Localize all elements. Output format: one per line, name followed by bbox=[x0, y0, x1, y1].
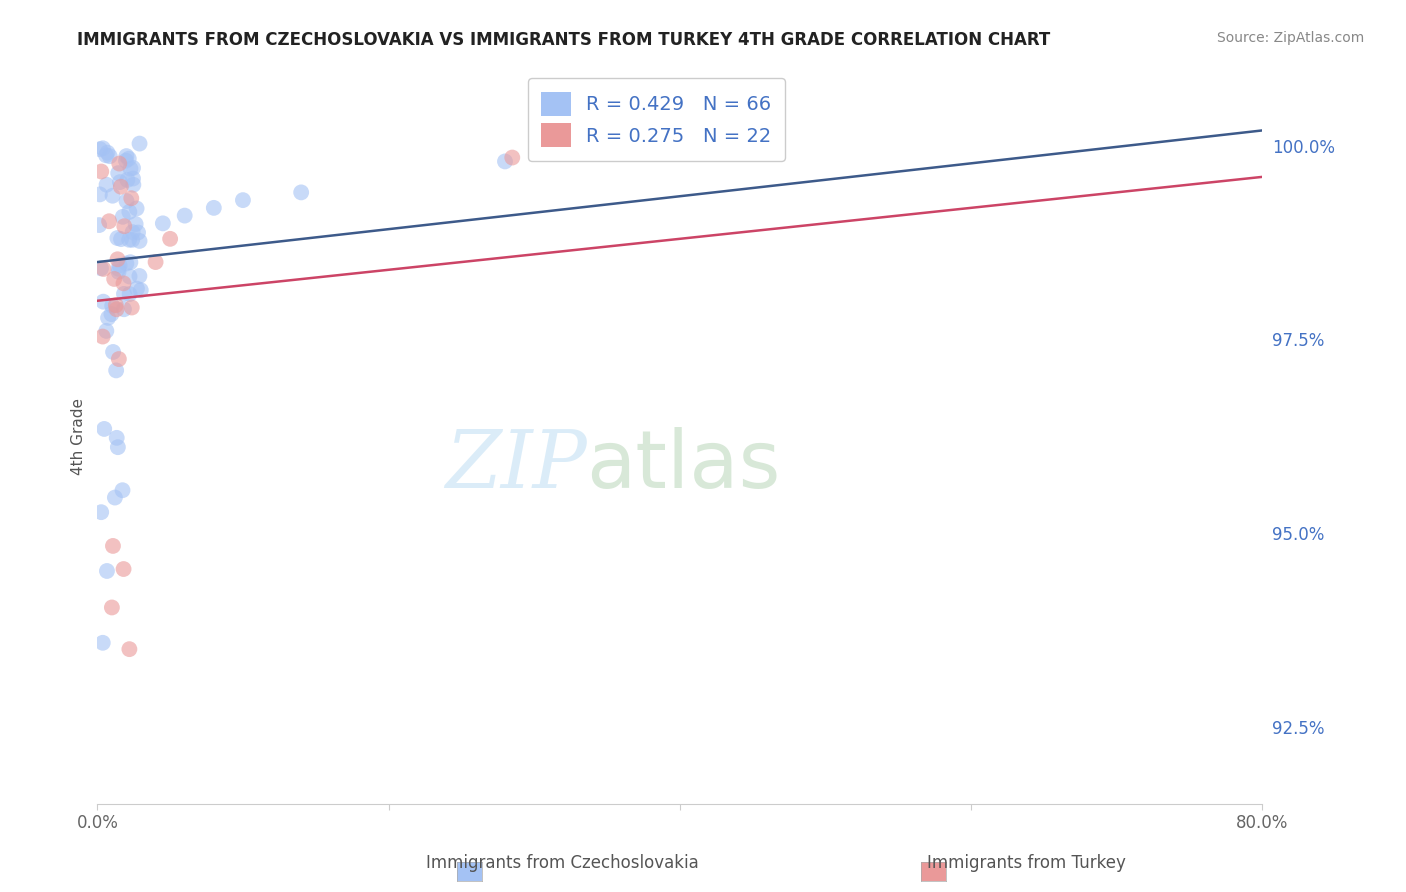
Point bbox=[145, 255, 167, 269]
Point bbox=[112, 562, 135, 576]
Point bbox=[94, 148, 117, 162]
Point bbox=[96, 145, 118, 160]
Point bbox=[125, 202, 148, 216]
Point bbox=[105, 302, 128, 317]
Text: Source: ZipAtlas.com: Source: ZipAtlas.com bbox=[1216, 31, 1364, 45]
Text: atlas: atlas bbox=[586, 426, 780, 505]
Point bbox=[101, 299, 124, 313]
Point bbox=[107, 252, 129, 267]
Point bbox=[105, 231, 128, 245]
Point bbox=[173, 209, 195, 223]
Point bbox=[89, 142, 111, 156]
Point bbox=[120, 255, 142, 269]
Point bbox=[128, 136, 150, 151]
Point bbox=[107, 166, 129, 180]
Point bbox=[101, 345, 124, 359]
Point bbox=[91, 141, 114, 155]
Point bbox=[120, 191, 142, 205]
Point bbox=[118, 233, 141, 247]
Point bbox=[112, 286, 135, 301]
Point bbox=[159, 232, 181, 246]
Point bbox=[100, 307, 122, 321]
Point bbox=[101, 188, 124, 202]
Point bbox=[112, 277, 135, 291]
Point bbox=[118, 642, 141, 657]
Point bbox=[122, 161, 145, 175]
Point bbox=[89, 187, 111, 202]
Text: IMMIGRANTS FROM CZECHOSLOVAKIA VS IMMIGRANTS FROM TURKEY 4TH GRADE CORRELATION C: IMMIGRANTS FROM CZECHOSLOVAKIA VS IMMIGR… bbox=[77, 31, 1050, 49]
Point bbox=[93, 261, 115, 276]
Point bbox=[89, 218, 111, 232]
Point bbox=[122, 178, 145, 192]
Point bbox=[96, 178, 118, 192]
Point bbox=[91, 329, 114, 343]
Point bbox=[111, 483, 134, 498]
Point bbox=[112, 219, 135, 234]
Point bbox=[107, 440, 129, 454]
Point bbox=[129, 283, 152, 297]
Point bbox=[91, 294, 114, 309]
Point bbox=[118, 269, 141, 284]
Text: ZIP: ZIP bbox=[444, 427, 586, 504]
Point bbox=[121, 301, 143, 315]
Point bbox=[124, 217, 146, 231]
Point bbox=[128, 268, 150, 283]
Point bbox=[290, 186, 312, 200]
Point bbox=[90, 505, 112, 519]
Point bbox=[105, 363, 128, 377]
Point bbox=[115, 149, 138, 163]
Point bbox=[98, 149, 121, 163]
Text: Immigrants from Turkey: Immigrants from Turkey bbox=[927, 855, 1126, 872]
Point bbox=[152, 216, 174, 230]
Point bbox=[125, 282, 148, 296]
Point bbox=[98, 214, 121, 228]
Y-axis label: 4th Grade: 4th Grade bbox=[72, 398, 86, 475]
Point bbox=[101, 539, 124, 553]
Point bbox=[108, 259, 131, 273]
Point bbox=[494, 154, 516, 169]
Point bbox=[117, 173, 139, 187]
Point bbox=[107, 265, 129, 279]
Text: Immigrants from Czechoslovakia: Immigrants from Czechoslovakia bbox=[426, 855, 699, 872]
Legend: R = 0.429   N = 66, R = 0.275   N = 22: R = 0.429 N = 66, R = 0.275 N = 22 bbox=[527, 78, 785, 161]
Point bbox=[118, 287, 141, 301]
Point bbox=[501, 151, 523, 165]
Point bbox=[91, 636, 114, 650]
Point bbox=[120, 161, 142, 176]
Point bbox=[90, 164, 112, 178]
Point bbox=[96, 324, 118, 338]
Point bbox=[128, 234, 150, 248]
Point bbox=[112, 302, 135, 317]
Point bbox=[115, 153, 138, 168]
Point bbox=[118, 205, 141, 219]
Point bbox=[105, 431, 128, 445]
Point bbox=[127, 226, 149, 240]
Point bbox=[107, 261, 129, 276]
Point bbox=[111, 210, 134, 224]
Point bbox=[108, 352, 131, 367]
Point bbox=[115, 256, 138, 270]
Point bbox=[108, 156, 131, 170]
Point bbox=[118, 152, 141, 166]
Point bbox=[96, 564, 118, 578]
Point bbox=[121, 225, 143, 239]
Point bbox=[108, 175, 131, 189]
Point bbox=[115, 194, 138, 208]
Point bbox=[93, 422, 115, 436]
Point bbox=[122, 171, 145, 186]
Point bbox=[97, 310, 120, 325]
Point bbox=[232, 193, 254, 207]
Point bbox=[90, 261, 112, 276]
Point bbox=[104, 491, 127, 505]
Point bbox=[103, 272, 125, 286]
Point bbox=[110, 179, 132, 194]
Point bbox=[202, 201, 225, 215]
Point bbox=[101, 600, 124, 615]
Point bbox=[104, 298, 127, 312]
Point bbox=[121, 233, 143, 247]
Point bbox=[110, 232, 132, 246]
